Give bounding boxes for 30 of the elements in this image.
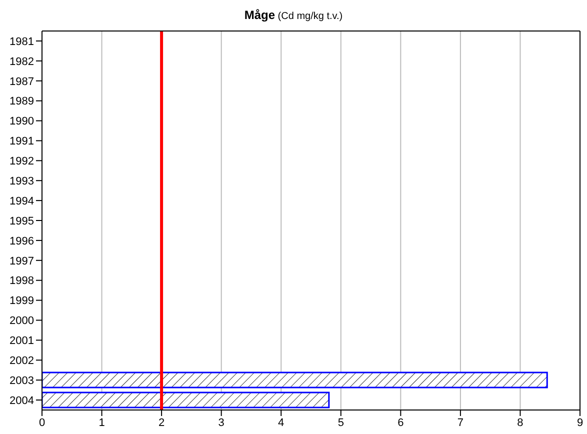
x-tick-label: 8 (517, 416, 524, 429)
x-tick-label: 7 (457, 416, 464, 429)
y-tick-label: 1994 (10, 195, 34, 208)
x-tick-label: 2 (158, 416, 165, 429)
y-tick-label: 2004 (10, 394, 34, 407)
x-tick-label: 5 (338, 416, 344, 429)
x-tick-label: 6 (398, 416, 404, 429)
x-tick-label: 9 (576, 416, 584, 429)
y-tick-label: 1998 (10, 275, 34, 288)
y-tick-label: 2000 (10, 315, 34, 328)
y-tick-label: 1996 (10, 235, 34, 248)
y-tick-label: 2001 (10, 335, 34, 348)
y-tick-label: 1991 (10, 136, 34, 148)
x-tick-label: 3 (218, 416, 224, 429)
y-tick-label: 1995 (10, 215, 34, 228)
x-tick-label: 1 (98, 416, 105, 429)
y-tick-label: 1982 (10, 56, 34, 68)
y-tick-label: 2002 (10, 355, 34, 368)
y-tick-label: 1993 (10, 176, 34, 188)
y-tick-label: 1990 (10, 116, 34, 128)
y-tick-label: 1997 (10, 255, 34, 268)
x-tick-label: 4 (278, 416, 284, 429)
chart-title: Måge (Cd mg/kg t.v.) (244, 8, 343, 22)
x-tick-label: 0 (38, 416, 46, 429)
y-tick-label: 1999 (10, 295, 34, 308)
y-tick-label: 1992 (10, 156, 34, 168)
y-tick-label: 1987 (10, 76, 34, 88)
y-tick-label: 1981 (10, 36, 34, 48)
y-tick-label: 1989 (10, 96, 34, 108)
y-tick-label: 2003 (10, 374, 34, 387)
